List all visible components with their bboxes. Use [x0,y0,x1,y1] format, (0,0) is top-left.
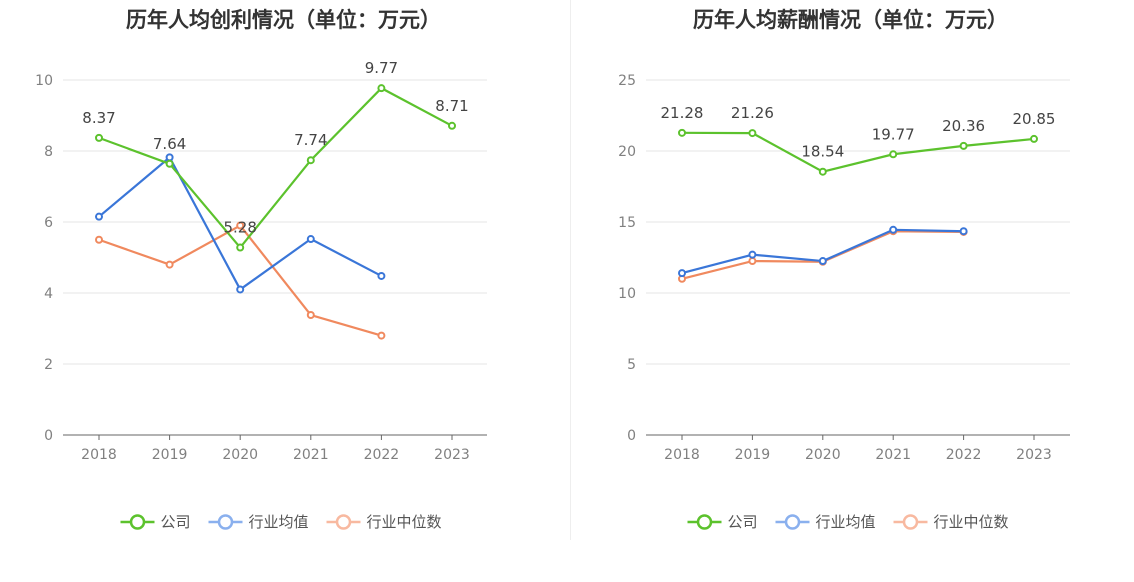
data-label: 20.85 [1013,110,1056,128]
data-label: 7.64 [153,135,186,153]
chart-panel-salary: 历年人均薪酬情况（单位：万元） 0 5 10 15 20 25 2018 2019 2020 20… [567,0,1134,582]
y-tick-label: 15 [618,215,636,231]
panel-divider [570,0,571,540]
x-tick-label: 2019 [152,447,188,463]
data-point [748,250,757,259]
chart-title: 历年人均薪酬情况（单位：万元） [693,8,1008,32]
data-point [236,243,245,252]
y-tick-label: 5 [627,357,636,373]
data-label: 20.36 [942,117,985,135]
y-tick-label: 10 [35,73,53,89]
data-label: 7.74 [294,131,327,149]
series-line [681,131,1035,173]
y-tick-label: 4 [44,286,53,302]
salary-chart: 0 5 10 15 20 25 2018 2019 2020 2021 2022 2023 21.28 2… [618,73,1070,531]
data-point [377,84,386,93]
x-tick-label: 2023 [434,447,470,463]
data-point [165,260,174,269]
y-tick-label: 25 [618,73,636,89]
y-tick-label: 8 [44,144,53,160]
x-tick-label: 2018 [81,447,117,463]
series-line [98,224,382,337]
data-point [1030,134,1038,143]
data-point [377,331,386,340]
data-point [95,212,103,221]
data-point [377,271,386,280]
data-label: 8.37 [82,109,115,127]
data-point [165,159,174,168]
legend-marker [902,514,919,530]
legend-marker [696,514,713,530]
data-point [748,257,757,266]
legend-label: 行业中位数 [367,513,442,531]
data-point [306,311,315,320]
x-tick-label: 2020 [805,447,841,463]
data-point [306,156,315,165]
y-tick-label: 0 [44,428,53,444]
data-label: 19.77 [872,125,915,143]
data-label: 21.26 [731,104,774,122]
data-point [236,221,245,230]
series-line [98,86,453,250]
data-point [818,167,827,176]
data-point [95,133,103,142]
series-line [681,230,964,280]
data-point [748,129,757,138]
x-tick-label: 2021 [293,447,329,463]
data-point [889,150,898,159]
y-tick-label: 6 [44,215,53,231]
y-tick-label: 10 [618,286,636,302]
x-tick-label: 2022 [946,447,982,463]
legend-marker [217,514,234,530]
legend-label: 行业中位数 [934,513,1009,531]
y-tick-label: 2 [44,357,53,373]
series-line [681,228,964,275]
data-point [448,121,456,130]
x-tick-label: 2022 [364,447,400,463]
legend-label: 行业均值 [816,513,876,531]
data-point [818,257,827,266]
data-label: 5.28 [223,219,256,237]
legend-label: 行业均值 [249,513,309,531]
chart-panel-profit: 历年人均创利情况（单位：万元） 0 2 4 6 8 10 2018 2019 2020 2021 2… [35,8,487,531]
data-label: 9.77 [365,59,398,77]
y-tick-label: 20 [618,144,636,160]
data-point [959,227,968,236]
x-tick-label: 2018 [664,447,700,463]
y-tick-label: 0 [627,428,636,444]
data-point [959,141,968,150]
x-tick-label: 2021 [875,447,911,463]
x-tick-label: 2023 [1016,447,1052,463]
legend-marker [784,514,801,530]
data-label: 18.54 [801,143,844,161]
data-point [678,269,686,278]
data-point [95,235,103,244]
data-point [236,285,245,294]
legend-label: 公司 [161,513,191,531]
data-point [678,128,686,137]
legend-marker [335,514,352,530]
x-tick-label: 2019 [735,447,771,463]
x-tick-label: 2020 [222,447,258,463]
data-label: 8.71 [435,97,468,115]
data-label: 21.28 [661,104,704,122]
legend-marker [129,514,146,530]
data-point [165,153,174,162]
profit-chart: 0 2 4 6 8 10 2018 2019 2020 2021 2022 2023 8.37 7.64 5… [35,59,487,531]
chart-title: 历年人均创利情况（单位：万元） [126,8,441,32]
legend-label: 公司 [728,513,758,531]
data-point [306,235,315,244]
data-point [889,225,898,234]
